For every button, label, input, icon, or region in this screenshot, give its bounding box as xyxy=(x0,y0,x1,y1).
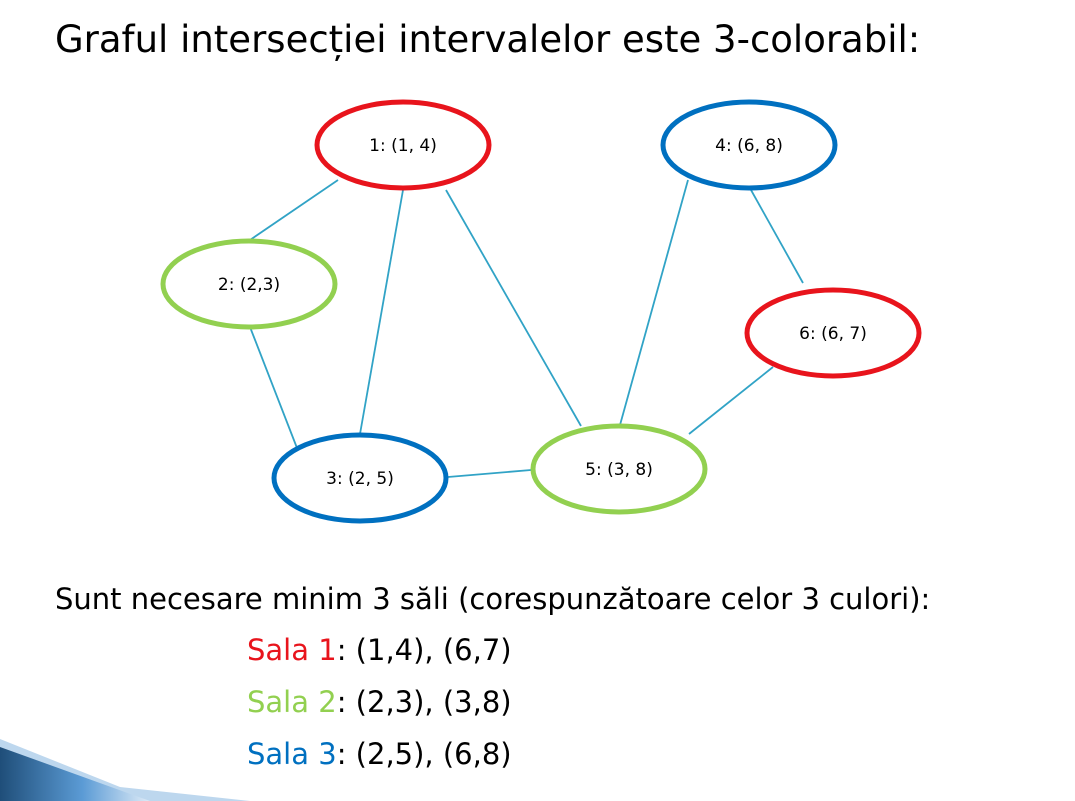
node-label-6: 6: (6, 7) xyxy=(799,324,867,344)
graph-nodes: 1: (1, 4) 2: (2,3) 3: (2, 5) 4: (6, 8) 5… xyxy=(160,99,922,524)
graph-node-6: 6: (6, 7) xyxy=(744,287,922,379)
graph-node-3: 3: (2, 5) xyxy=(271,432,449,524)
graph-node-1: 1: (1, 4) xyxy=(314,99,492,191)
room-intervals: : (1,4), (6,7) xyxy=(336,633,512,667)
room-name: Sala 3 xyxy=(247,737,337,771)
room-line-1: Sala 1: (1,4), (6,7) xyxy=(247,633,512,667)
edge-4-5 xyxy=(619,179,689,426)
subtitle: Sunt necesare minim 3 săli (corespunzăto… xyxy=(55,582,931,616)
edge-1-3 xyxy=(359,189,404,435)
node-label-5: 5: (3, 8) xyxy=(585,460,653,480)
node-label-3: 3: (2, 5) xyxy=(326,469,394,489)
edge-5-6 xyxy=(688,366,774,435)
corner-decoration xyxy=(0,739,250,801)
room-intervals: : (2,5), (6,8) xyxy=(336,737,512,771)
edge-1-5 xyxy=(445,189,582,427)
graph-node-5: 5: (3, 8) xyxy=(530,423,708,515)
slide-title: Graful intersecției intervalelor este 3-… xyxy=(55,18,921,61)
room-line-3: Sala 3: (2,5), (6,8) xyxy=(247,737,512,771)
edge-3-5 xyxy=(447,469,532,478)
graph-edges xyxy=(249,179,804,478)
edge-4-6 xyxy=(750,189,804,284)
graph-node-2: 2: (2,3) xyxy=(160,238,338,330)
room-name: Sala 1 xyxy=(247,633,337,667)
node-label-4: 4: (6, 8) xyxy=(715,136,783,156)
interval-graph: 1: (1, 4) 2: (2,3) 3: (2, 5) 4: (6, 8) 5… xyxy=(160,99,922,524)
node-label-1: 1: (1, 4) xyxy=(369,136,437,156)
room-intervals: : (2,3), (3,8) xyxy=(336,685,512,719)
edge-1-2 xyxy=(249,179,339,241)
edge-2-3 xyxy=(249,326,298,449)
room-line-2: Sala 2: (2,3), (3,8) xyxy=(247,685,512,719)
room-name: Sala 2 xyxy=(247,685,337,719)
graph-node-4: 4: (6, 8) xyxy=(660,99,838,191)
node-label-2: 2: (2,3) xyxy=(218,275,280,295)
